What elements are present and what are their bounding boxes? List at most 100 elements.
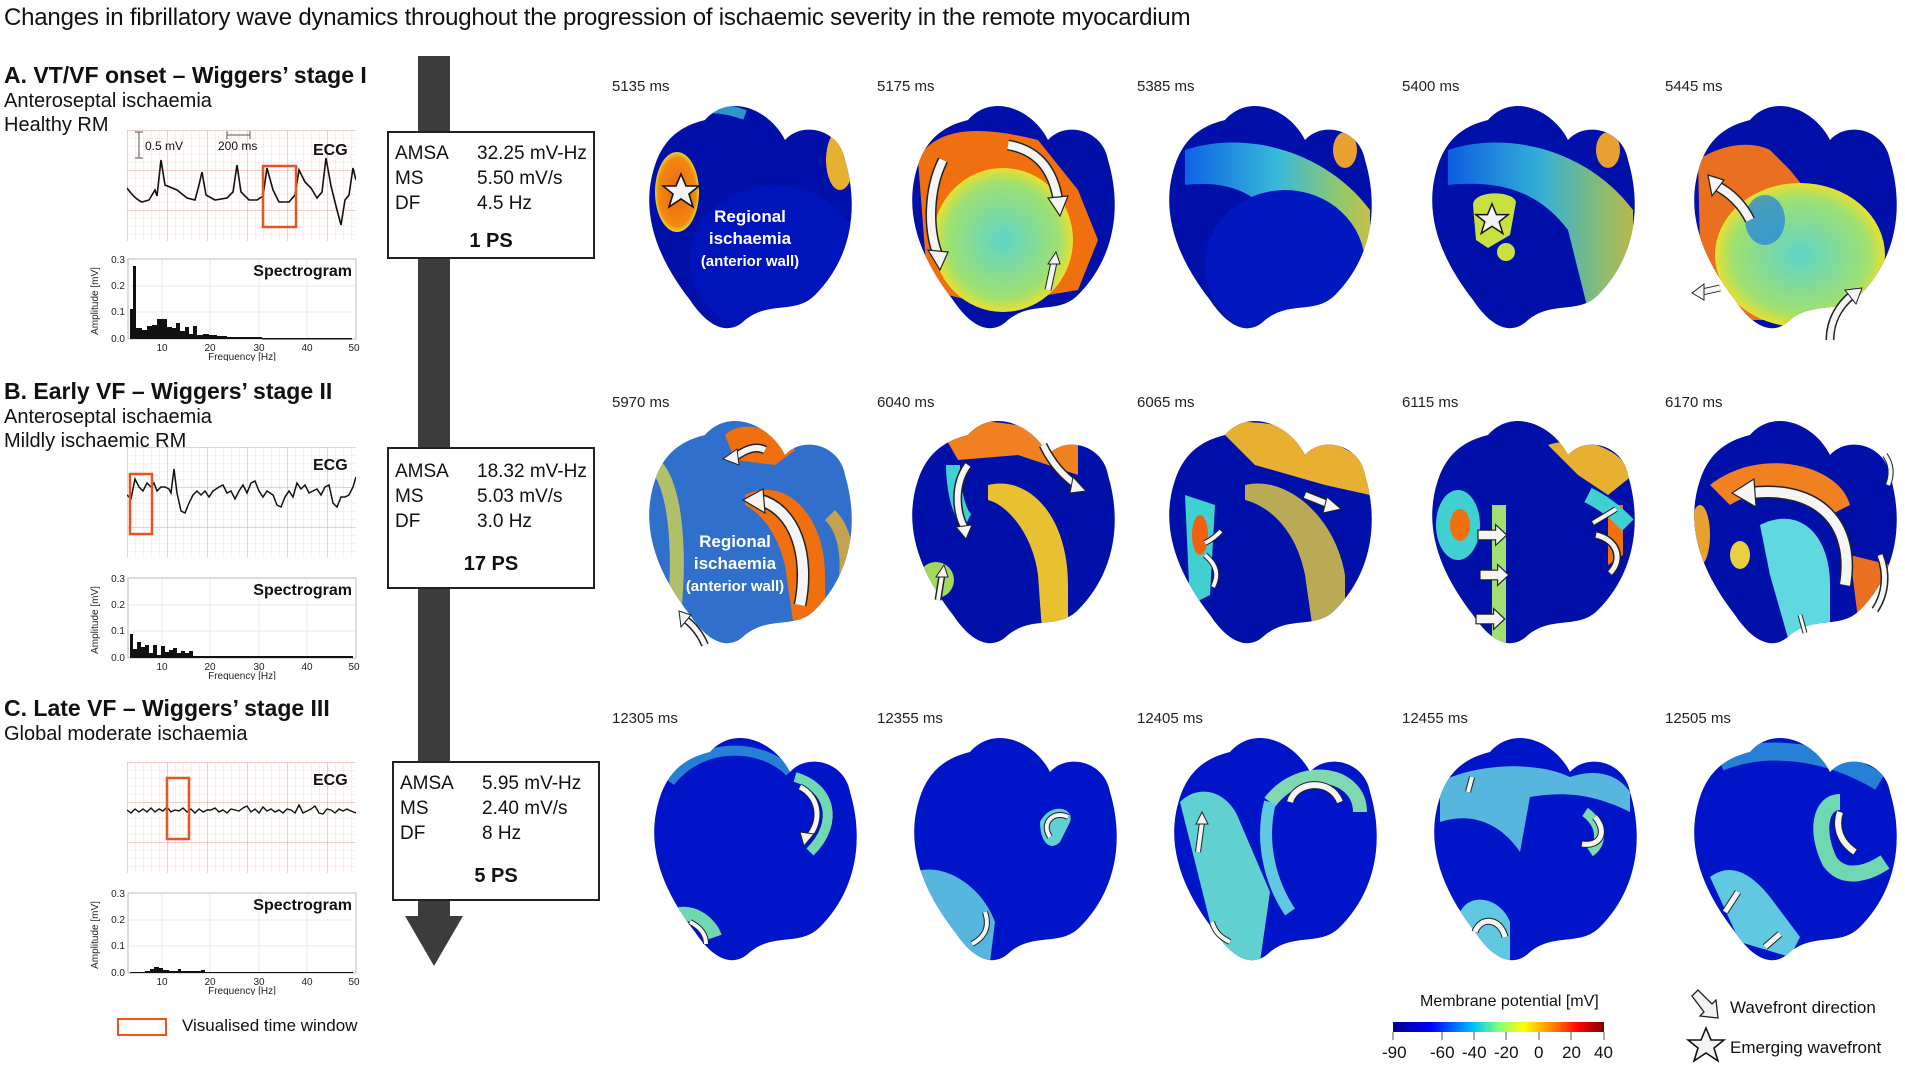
section-c-title: C. Late VF – Wiggers’ stage III: [4, 695, 330, 721]
ecg-label: ECG: [313, 772, 348, 789]
frame-time: 12505 ms: [1665, 710, 1731, 727]
spectrogram-label: Spectrogram: [253, 897, 352, 914]
wavefront-direction-arrow-icon: [970, 812, 1070, 947]
heart-caption: ischaemia: [694, 554, 777, 573]
amsa-label: AMSA: [400, 773, 454, 794]
ms-label: MS: [400, 798, 429, 819]
ecg-panel-c: ECG: [127, 762, 356, 873]
ecg-trace: [127, 468, 356, 515]
ytick: 0.3: [111, 890, 125, 900]
ytick: 0.0: [111, 968, 125, 979]
spectrogram-label: Spectrogram: [253, 582, 352, 599]
colorbar-tick: 20: [1562, 1043, 1581, 1062]
xtick: 40: [301, 977, 313, 988]
ecg-label: ECG: [313, 142, 348, 159]
ms-value: 5.50 mV/s: [477, 168, 563, 189]
phase-singularity-count: 5 PS: [474, 865, 518, 887]
frame-time: 5400 ms: [1402, 78, 1460, 95]
frame-time: 6065 ms: [1137, 394, 1195, 411]
y-axis-label: Amplitude [mV]: [90, 267, 101, 335]
xtick: 30: [253, 343, 265, 354]
heart-frame-c-12305: [654, 738, 857, 961]
xtick: 10: [156, 977, 168, 988]
heart-caption: Regional: [714, 207, 786, 226]
ms-value: 2.40 mV/s: [482, 798, 568, 819]
frame-time: 12455 ms: [1402, 710, 1468, 727]
df-value: 4.5 Hz: [477, 193, 532, 214]
amsa-value: 32.25 mV-Hz: [477, 143, 587, 164]
figure-title: Changes in fibrillatory wave dynamics th…: [4, 4, 1191, 31]
ecg-scale-mv: 0.5 mV: [145, 139, 183, 153]
ms-label: MS: [395, 168, 424, 189]
colorbar-ticks: -90 -60 -40 -20 0 20 40: [1382, 1043, 1620, 1065]
xtick: 20: [204, 662, 216, 673]
heart-frame-a-5400: [1432, 106, 1635, 329]
xtick: 50: [348, 662, 360, 673]
heart-frame-c-12355: [914, 738, 1117, 961]
frame-time: 12305 ms: [612, 710, 678, 727]
ytick: 0.1: [111, 941, 125, 952]
ytick: 0.1: [111, 626, 125, 637]
amsa-value: 5.95 mV-Hz: [482, 773, 582, 794]
wavefront-direction-arrow-icon: [678, 443, 810, 647]
phase-singularity-count: 1 PS: [469, 230, 513, 252]
amsa-label: AMSA: [395, 143, 449, 164]
df-label: DF: [395, 193, 421, 214]
ecg-panel-b: ECG: [127, 447, 356, 558]
frame-time: 6040 ms: [877, 394, 935, 411]
colorbar-tick: -90: [1382, 1043, 1407, 1062]
wavefront-direction-arrow-icon: [1722, 810, 1858, 950]
heart-caption: ischaemia: [709, 229, 792, 248]
colorbar-tick: 0: [1534, 1043, 1544, 1062]
xtick: 10: [156, 662, 168, 673]
xtick: 40: [301, 662, 313, 673]
ytick: 0.3: [111, 575, 125, 585]
colorbar-title: Membrane potential [mV]: [1420, 993, 1599, 1010]
colorbar-tick: 40: [1594, 1043, 1613, 1062]
spectrogram-c: Spectrogram 0.3 0.2 0.1 0.0 10 20 30 40 …: [90, 890, 360, 995]
time-window-box: [165, 776, 191, 841]
ytick: 0.3: [111, 256, 125, 266]
df-value: 3.0 Hz: [477, 511, 532, 532]
time-window-box: [261, 164, 298, 229]
amsa-label: AMSA: [395, 461, 449, 482]
wavefront-direction-arrow-icon: [934, 442, 1088, 601]
ytick: 0.2: [111, 915, 125, 926]
spectrogram-b: Spectrogram 0.3 0.2 0.1 0.0 10 20 30 40 …: [90, 575, 360, 680]
metrics-box-a: AMSA 32.25 mV-Hz MS 5.50 mV/s DF 4.5 Hz …: [387, 131, 595, 259]
time-window-box: [128, 472, 154, 536]
xtick: 30: [253, 977, 265, 988]
frame-time: 12355 ms: [877, 710, 943, 727]
wavefront-direction-arrow-icon: [1730, 453, 1894, 634]
colorbar-tick: -40: [1462, 1043, 1487, 1062]
wavefront-direction-arrow-icon: [1475, 506, 1622, 631]
heart-frame-a-5175: [912, 106, 1115, 329]
frame-time: 12405 ms: [1137, 710, 1203, 727]
section-c-subtitle-1: Global moderate ischaemia: [4, 723, 248, 745]
section-a-subtitle-2: Healthy RM: [4, 114, 109, 136]
df-label: DF: [400, 823, 426, 844]
metrics-box-b: AMSA 18.32 mV-Hz MS 5.03 mV/s DF 3.0 Hz …: [387, 447, 595, 589]
ytick: 0.0: [111, 334, 125, 345]
frame-time: 5385 ms: [1137, 78, 1195, 95]
frame-time: 5970 ms: [612, 394, 670, 411]
heart-frame-b-6040: [912, 421, 1115, 644]
emerging-wavefront-star-icon: [1687, 1027, 1725, 1062]
wavefront-direction-arrow-icon: [688, 783, 821, 945]
amsa-value: 18.32 mV-Hz: [477, 461, 587, 482]
wavefront-direction-arrow-icon: [1465, 776, 1605, 939]
ecg-trace: [127, 803, 356, 815]
time-window-legend-swatch: [117, 1018, 167, 1036]
heart-frame-b-6115: [1432, 421, 1635, 644]
frame-time: 5175 ms: [877, 78, 935, 95]
wavefront-direction-label: Wavefront direction: [1730, 998, 1876, 1017]
ytick: 0.1: [111, 307, 125, 318]
colorbar: [1392, 1022, 1605, 1040]
section-b: B. Early VF – Wiggers’ stage II Anterose…: [4, 378, 332, 453]
xtick: 50: [348, 977, 360, 988]
heart-caption: (anterior wall): [701, 253, 799, 270]
time-window-legend-label: Visualised time window: [182, 1016, 358, 1035]
heart-frame-a-5135: Regional ischaemia (anterior wall): [649, 106, 852, 329]
frame-time: 5445 ms: [1665, 78, 1723, 95]
ytick: 0.2: [111, 281, 125, 292]
